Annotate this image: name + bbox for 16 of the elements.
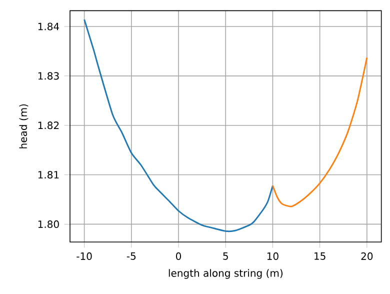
x-tick-label: -5 (126, 252, 136, 260)
y-tick-label: 1.81 (38, 170, 59, 179)
y-tick-label: 1.80 (38, 220, 59, 228)
x-tick-label: 10 (267, 252, 278, 260)
line-series (84, 18, 274, 232)
y-tick-label: 1.82 (38, 122, 59, 130)
x-tick-label: 5 (223, 252, 228, 260)
line-series (272, 56, 368, 208)
x-tick-label: 15 (314, 252, 326, 260)
y-tick-label: 1.83 (38, 72, 59, 80)
x-tick-label: -10 (76, 252, 92, 260)
x-tick-label: 20 (361, 252, 373, 260)
x-axis-title: length along string (m) (168, 269, 282, 279)
y-tick-label: 1.84 (38, 22, 60, 30)
y-axis-title: head (m) (19, 104, 28, 148)
x-tick-label: 0 (176, 252, 182, 260)
